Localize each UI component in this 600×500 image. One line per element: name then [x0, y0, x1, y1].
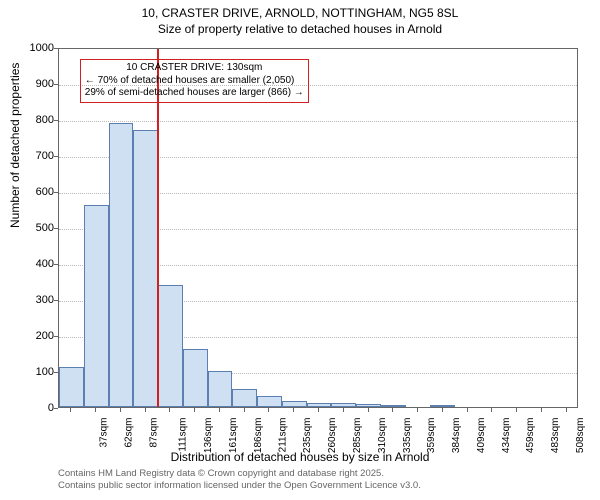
title-line-1: 10, CRASTER DRIVE, ARNOLD, NOTTINGHAM, N…: [0, 6, 600, 22]
y-tick-label: 400: [14, 258, 54, 270]
x-tick-mark: [293, 408, 294, 412]
title-line-2: Size of property relative to detached ho…: [0, 22, 600, 38]
y-tick-label: 200: [14, 330, 54, 342]
y-tick-label: 700: [14, 150, 54, 162]
y-tick-mark: [54, 120, 58, 121]
x-tick-mark: [120, 408, 121, 412]
y-tick-mark: [54, 192, 58, 193]
x-tick-label: 186sqm: [253, 418, 264, 454]
x-tick-mark: [343, 408, 344, 412]
bars-group: [59, 49, 577, 407]
bar: [356, 404, 381, 407]
x-tick-mark: [169, 408, 170, 412]
chart-container: 10, CRASTER DRIVE, ARNOLD, NOTTINGHAM, N…: [0, 0, 600, 500]
x-tick-mark: [368, 408, 369, 412]
x-tick-label: 384sqm: [451, 418, 462, 454]
footer-line-2: Contains public sector information licen…: [58, 480, 421, 492]
y-tick-mark: [54, 408, 58, 409]
x-tick-label: 483sqm: [550, 418, 561, 454]
x-tick-mark: [95, 408, 96, 412]
x-tick-label: 434sqm: [501, 418, 512, 454]
x-tick-label: 211sqm: [277, 418, 288, 453]
x-tick-mark: [392, 408, 393, 412]
x-tick-label: 359sqm: [426, 418, 437, 454]
bar: [133, 130, 158, 407]
x-tick-label: 111sqm: [177, 418, 188, 452]
callout-line: 10 CRASTER DRIVE: 130sqm: [85, 62, 304, 75]
y-tick-mark: [54, 336, 58, 337]
bar: [232, 389, 257, 407]
bar: [59, 367, 84, 407]
bar: [282, 401, 307, 407]
x-tick-label: 409sqm: [476, 418, 487, 454]
x-tick-mark: [541, 408, 542, 412]
x-tick-mark: [194, 408, 195, 412]
bar: [109, 123, 134, 407]
bar: [257, 396, 282, 407]
bar: [183, 349, 208, 407]
y-tick-label: 500: [14, 222, 54, 234]
y-tick-label: 800: [14, 114, 54, 126]
x-tick-mark: [244, 408, 245, 412]
footer-attribution: Contains HM Land Registry data © Crown c…: [58, 468, 421, 492]
bar: [331, 403, 356, 407]
x-tick-mark: [467, 408, 468, 412]
callout-line: 29% of semi-detached houses are larger (…: [85, 87, 304, 100]
x-tick-mark: [417, 408, 418, 412]
y-tick-mark: [54, 84, 58, 85]
x-tick-label: 459sqm: [525, 418, 536, 454]
y-tick-mark: [54, 228, 58, 229]
x-tick-label: 62sqm: [124, 418, 135, 448]
x-axis-label: Distribution of detached houses by size …: [0, 450, 600, 464]
y-tick-label: 0: [14, 402, 54, 414]
y-tick-mark: [54, 264, 58, 265]
x-tick-label: 285sqm: [352, 418, 363, 454]
callout-box: 10 CRASTER DRIVE: 130sqm← 70% of detache…: [80, 59, 309, 103]
plot-area: 10 CRASTER DRIVE: 130sqm← 70% of detache…: [58, 48, 578, 408]
x-tick-label: 235sqm: [303, 418, 314, 454]
x-tick-mark: [491, 408, 492, 412]
x-tick-mark: [442, 408, 443, 412]
callout-line: ← 70% of detached houses are smaller (2,…: [85, 75, 304, 88]
x-tick-label: 310sqm: [377, 418, 388, 454]
y-tick-mark: [54, 300, 58, 301]
y-tick-mark: [54, 156, 58, 157]
bar: [208, 371, 233, 407]
x-tick-label: 136sqm: [204, 418, 215, 454]
bar: [381, 405, 406, 407]
bar: [307, 403, 332, 407]
x-tick-mark: [70, 408, 71, 412]
footer-line-1: Contains HM Land Registry data © Crown c…: [58, 468, 421, 480]
y-tick-mark: [54, 372, 58, 373]
bar: [84, 205, 109, 407]
x-tick-label: 161sqm: [228, 418, 239, 454]
x-tick-label: 87sqm: [148, 418, 159, 448]
x-tick-label: 335sqm: [402, 418, 413, 454]
y-tick-mark: [54, 48, 58, 49]
x-tick-label: 37sqm: [99, 418, 110, 448]
x-tick-mark: [219, 408, 220, 412]
title-block: 10, CRASTER DRIVE, ARNOLD, NOTTINGHAM, N…: [0, 0, 600, 37]
x-tick-mark: [318, 408, 319, 412]
y-tick-label: 900: [14, 78, 54, 90]
bar: [430, 405, 455, 407]
x-tick-mark: [145, 408, 146, 412]
y-tick-label: 100: [14, 366, 54, 378]
y-tick-label: 1000: [14, 42, 54, 54]
y-tick-label: 300: [14, 294, 54, 306]
x-tick-label: 508sqm: [575, 418, 586, 454]
x-tick-mark: [516, 408, 517, 412]
x-tick-label: 260sqm: [327, 418, 338, 454]
marker-line: [157, 49, 159, 407]
y-tick-label: 600: [14, 186, 54, 198]
x-tick-mark: [268, 408, 269, 412]
x-tick-mark: [566, 408, 567, 412]
bar: [158, 285, 183, 407]
